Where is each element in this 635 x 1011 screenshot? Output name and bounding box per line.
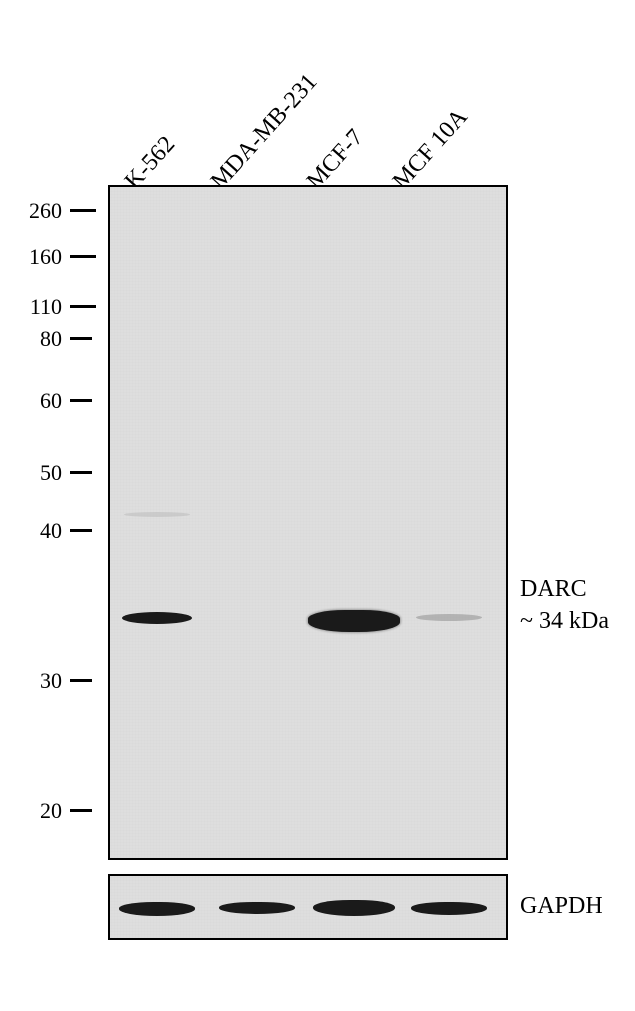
western-blot-loading (108, 874, 508, 940)
mw-marker-label: 110 (20, 294, 62, 320)
protein-mw-label: ~ 34 kDa (520, 608, 609, 635)
mw-marker-label: 30 (20, 668, 62, 694)
loading-control-band (119, 902, 195, 916)
loading-control-band (219, 902, 295, 914)
blot-texture (110, 187, 506, 858)
mw-marker-tick (70, 471, 92, 474)
protein-band (416, 614, 482, 621)
protein-band (124, 512, 190, 517)
lane-label: MCF 10A (388, 104, 474, 195)
mw-marker-tick (70, 809, 92, 812)
mw-marker-label: 40 (20, 518, 62, 544)
mw-marker-tick (70, 337, 92, 340)
mw-marker-tick (70, 209, 96, 212)
loading-control-band (411, 902, 487, 915)
mw-marker-label: 80 (20, 326, 62, 352)
mw-marker-tick (70, 305, 96, 308)
mw-marker-tick (70, 399, 92, 402)
loading-control-label: GAPDH (520, 893, 603, 920)
mw-marker-label: 60 (20, 388, 62, 414)
mw-marker-label: 260 (20, 198, 62, 224)
protein-band (308, 610, 400, 632)
mw-marker-tick (70, 255, 96, 258)
mw-marker-label: 50 (20, 460, 62, 486)
mw-marker-tick (70, 679, 92, 682)
protein-band (122, 612, 192, 624)
mw-marker-label: 20 (20, 798, 62, 824)
mw-marker-tick (70, 529, 92, 532)
protein-label: DARC (520, 576, 587, 603)
mw-marker-label: 160 (20, 244, 62, 270)
loading-control-band (313, 900, 395, 916)
western-blot-main (108, 185, 508, 860)
